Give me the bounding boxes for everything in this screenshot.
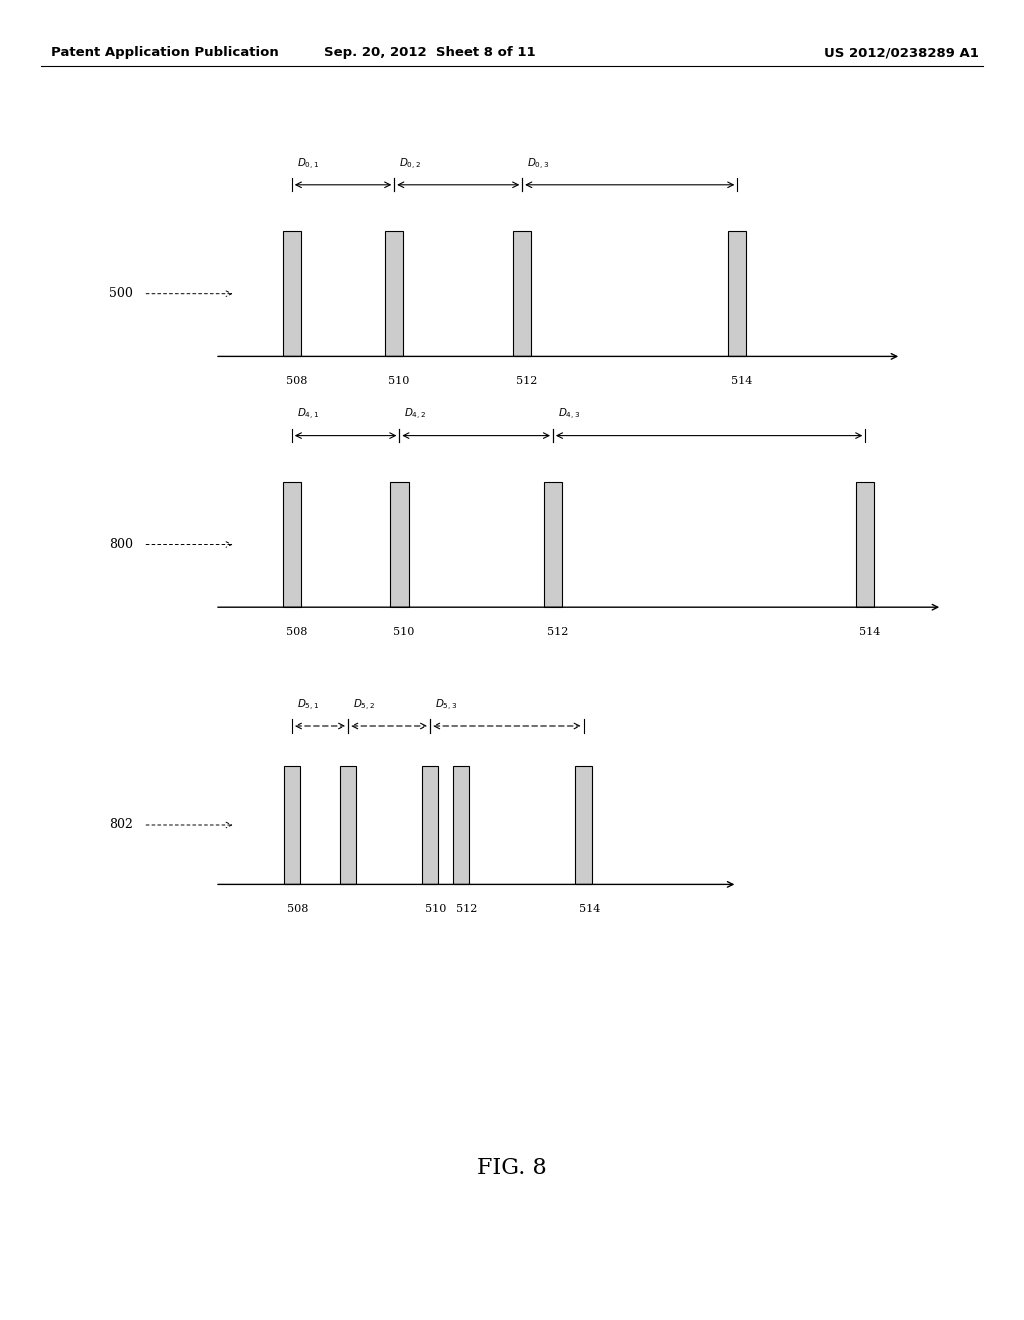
Text: 802: 802: [110, 818, 133, 832]
Text: 800: 800: [110, 539, 133, 550]
Text: $D_{4,2}$: $D_{4,2}$: [404, 408, 427, 422]
Text: 512: 512: [456, 904, 477, 915]
Bar: [856, 482, 874, 607]
Text: 512: 512: [547, 627, 568, 638]
Bar: [283, 482, 301, 607]
Text: $D_{5,1}$: $D_{5,1}$: [297, 698, 319, 713]
Text: $D_{0,1}$: $D_{0,1}$: [297, 157, 319, 172]
Text: FIG. 8: FIG. 8: [477, 1158, 547, 1179]
Bar: [728, 231, 746, 356]
Text: 514: 514: [859, 627, 881, 638]
Bar: [340, 766, 356, 884]
Bar: [513, 231, 531, 356]
Text: 508: 508: [286, 627, 307, 638]
Text: $D_{4,3}$: $D_{4,3}$: [558, 408, 581, 422]
Text: 512: 512: [516, 376, 538, 387]
Text: 510: 510: [388, 376, 410, 387]
Bar: [284, 766, 300, 884]
Text: 514: 514: [731, 376, 753, 387]
Text: 514: 514: [579, 904, 600, 915]
Text: $D_{5,2}$: $D_{5,2}$: [353, 698, 376, 713]
Bar: [422, 766, 438, 884]
Bar: [390, 482, 409, 607]
Text: 500: 500: [110, 288, 133, 300]
Text: $D_{4,1}$: $D_{4,1}$: [297, 408, 319, 422]
Text: 510: 510: [393, 627, 415, 638]
Bar: [544, 482, 562, 607]
Bar: [283, 231, 301, 356]
Text: $D_{5,3}$: $D_{5,3}$: [435, 698, 458, 713]
Text: US 2012/0238289 A1: US 2012/0238289 A1: [823, 46, 979, 59]
Text: 508: 508: [287, 904, 308, 915]
Text: $D_{0,3}$: $D_{0,3}$: [527, 157, 550, 172]
Text: $D_{0,2}$: $D_{0,2}$: [399, 157, 422, 172]
Text: Patent Application Publication: Patent Application Publication: [51, 46, 279, 59]
Bar: [385, 231, 403, 356]
Text: Sep. 20, 2012  Sheet 8 of 11: Sep. 20, 2012 Sheet 8 of 11: [325, 46, 536, 59]
Text: 508: 508: [286, 376, 307, 387]
Bar: [453, 766, 469, 884]
Bar: [575, 766, 592, 884]
Text: 510: 510: [425, 904, 446, 915]
